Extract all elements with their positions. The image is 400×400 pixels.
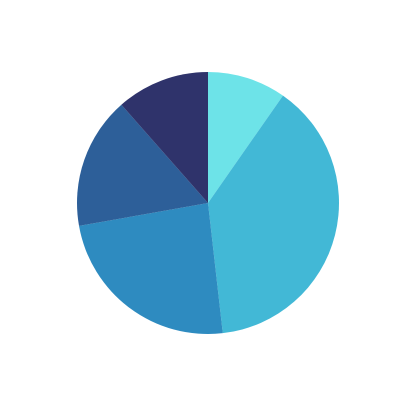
pie-slice (77, 104, 208, 226)
pie-slice (121, 72, 208, 203)
pie-slice (208, 72, 283, 203)
pie-slice (79, 203, 223, 335)
pie-slice (208, 95, 339, 334)
